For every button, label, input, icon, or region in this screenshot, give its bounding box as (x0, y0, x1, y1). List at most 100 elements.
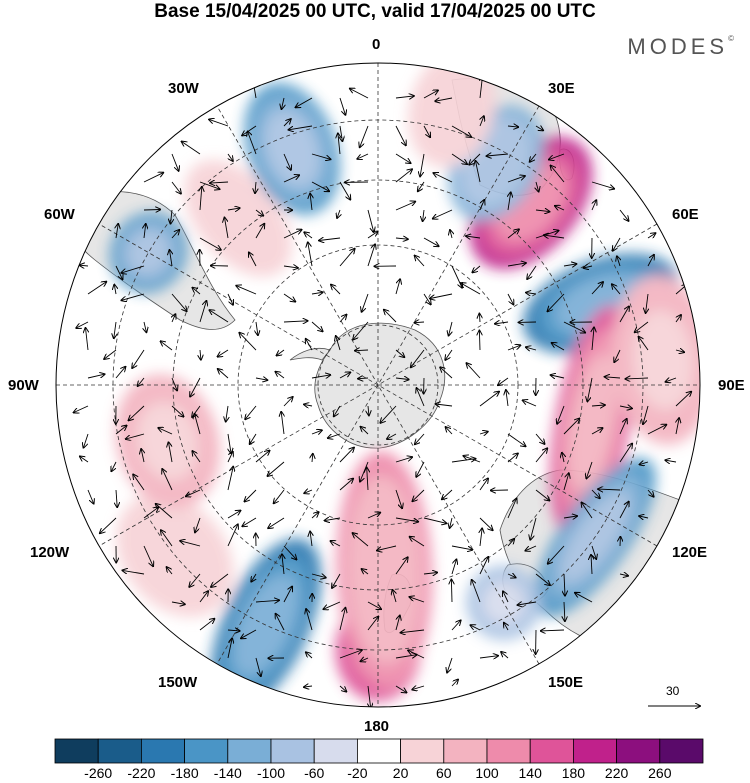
lon-label-0: 0 (372, 36, 381, 53)
meridian-150 (216, 105, 540, 665)
wind-vector (339, 372, 350, 379)
wind-vector (617, 256, 620, 267)
wind-vector (535, 433, 545, 444)
wind-vector (116, 489, 117, 507)
wind-vector (255, 181, 256, 193)
wind-vector (172, 314, 175, 323)
wind-vector (480, 200, 484, 211)
lon-label-180: 180 (364, 718, 390, 735)
map-area (56, 63, 700, 707)
wind-vector (451, 680, 458, 687)
wind-vector (225, 218, 229, 239)
wind-vector (563, 419, 579, 435)
wind-vector (479, 557, 488, 575)
wind-vector (535, 126, 543, 130)
wind-vector (410, 537, 425, 547)
wind-vector (283, 266, 298, 268)
wind-vector (551, 375, 565, 378)
wind-vector (367, 244, 375, 267)
wind-vector (361, 658, 369, 661)
wind-vector (227, 524, 238, 547)
wind-vector (501, 652, 509, 659)
wind-vector (304, 686, 313, 687)
wind-vector (87, 489, 94, 504)
wind-vector (276, 614, 285, 631)
wind-vector (367, 513, 380, 519)
wind-vector (535, 573, 550, 585)
wind-vector (451, 153, 467, 164)
wind-vector (526, 347, 537, 350)
wind-vector (144, 321, 146, 332)
colorbar-tick-label: 100 (475, 765, 499, 781)
colorbar-tick-label: 260 (648, 765, 672, 781)
wind-vector (380, 405, 397, 423)
wind-vector (283, 587, 292, 603)
wind-vector (311, 375, 330, 378)
wind-vector (210, 310, 229, 323)
wind-vector (676, 418, 679, 435)
wind-vector (498, 377, 509, 385)
wind-vector (416, 461, 425, 477)
wind-vector (312, 454, 313, 463)
wind-vector (276, 372, 285, 379)
wind-vector (189, 573, 201, 587)
wind-vector (282, 97, 285, 109)
wind-vector (646, 293, 648, 313)
wind-vector (395, 279, 400, 295)
wind-vector (434, 173, 453, 183)
wind-vector (358, 378, 369, 379)
wind-vector (507, 433, 526, 446)
wind-vector (464, 456, 481, 463)
anomaly-blob (125, 228, 171, 276)
wind-vector (311, 321, 323, 331)
wind-vector (227, 293, 233, 305)
wind-vector (331, 285, 341, 295)
wind-vector (507, 126, 518, 127)
wind-vector (461, 283, 481, 295)
wind-vector (665, 460, 677, 462)
wind-vector (193, 288, 201, 295)
wind-vector (423, 237, 439, 246)
wind-vector (171, 293, 187, 311)
wind-vector (332, 573, 341, 588)
wind-vector (306, 652, 313, 659)
wind-vector (395, 616, 400, 631)
wind-vector (339, 97, 345, 115)
wind-vector (121, 265, 145, 273)
wind-vector (451, 621, 461, 631)
wind-vector (423, 90, 438, 99)
wind-vector (377, 545, 397, 551)
wind-vectors (74, 76, 692, 707)
colorbar-tick-label: -60 (304, 765, 325, 781)
wind-vector (552, 343, 565, 351)
wind-vector (412, 686, 425, 690)
lon-label-120w: 120W (30, 544, 70, 561)
wind-vector (336, 336, 341, 351)
wind-vector (350, 89, 369, 99)
wind-vector (557, 405, 565, 424)
wind-vector (423, 293, 431, 304)
wind-vector (256, 321, 258, 335)
wind-vector (395, 153, 411, 163)
wind-vector (451, 545, 472, 550)
wind-vector (395, 685, 406, 693)
wind-vector (283, 397, 293, 407)
wind-vector (360, 125, 369, 147)
wind-vector (311, 153, 331, 159)
wind-vector (626, 378, 649, 379)
wind-vector (255, 600, 279, 602)
wind-vector (339, 685, 346, 692)
wind-vector (449, 321, 452, 336)
colorbar-box (616, 738, 661, 764)
wind-vector (587, 377, 593, 401)
wind-vector (171, 377, 177, 390)
wind-vector (255, 657, 261, 676)
colorbar-box (356, 738, 401, 764)
colorbar-box (486, 738, 531, 764)
wind-vector (161, 530, 173, 547)
anomaly-blob (264, 110, 321, 188)
wind-vector (535, 489, 549, 501)
wind-vector (283, 545, 296, 559)
wind-vector (395, 96, 414, 98)
wind-vector (535, 448, 547, 463)
